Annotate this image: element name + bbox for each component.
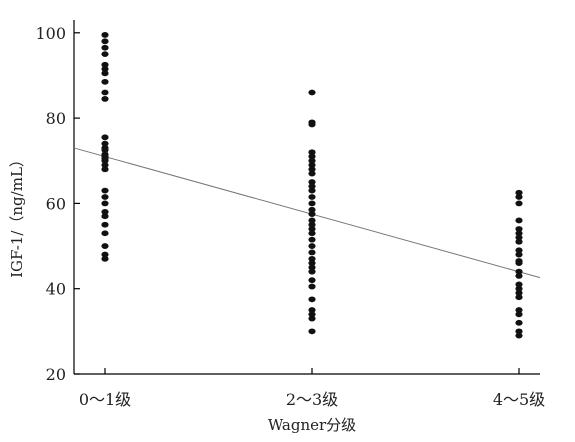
data-point bbox=[101, 78, 109, 85]
y-tick-label: 80 bbox=[46, 109, 66, 128]
data-point bbox=[101, 187, 109, 194]
data-point bbox=[308, 162, 316, 168]
data-point bbox=[515, 294, 523, 301]
data-point bbox=[308, 217, 316, 224]
y-tick-label: 60 bbox=[46, 194, 66, 213]
data-point bbox=[515, 268, 523, 275]
data-point bbox=[515, 328, 523, 335]
data-point bbox=[515, 200, 523, 207]
data-point bbox=[101, 70, 109, 77]
data-point bbox=[101, 200, 109, 207]
data-point bbox=[308, 166, 316, 173]
data-point bbox=[515, 311, 523, 318]
data-point bbox=[308, 121, 316, 128]
data-point bbox=[101, 61, 109, 68]
data-point bbox=[308, 283, 316, 290]
data-point bbox=[101, 157, 109, 164]
x-tick-label: 2～3级 bbox=[286, 390, 338, 409]
data-point bbox=[308, 230, 316, 237]
data-point bbox=[515, 217, 523, 224]
data-point bbox=[515, 290, 523, 296]
data-point bbox=[308, 311, 316, 318]
data-point bbox=[101, 221, 109, 228]
data-point bbox=[101, 38, 109, 45]
trend-line bbox=[73, 147, 541, 279]
x-axis-title: Wagner分级 bbox=[268, 416, 356, 434]
data-point bbox=[308, 243, 316, 249]
data-point bbox=[515, 189, 523, 196]
data-point bbox=[515, 238, 523, 245]
data-point bbox=[308, 315, 316, 322]
data-point bbox=[515, 332, 523, 339]
x-ticks: 0～1级 2～3级 4～5级 bbox=[79, 368, 545, 409]
x-tick-label: 4～5级 bbox=[493, 390, 545, 409]
data-point bbox=[101, 243, 109, 249]
data-point bbox=[308, 255, 316, 262]
x-tick-label: 0～1级 bbox=[79, 390, 131, 409]
data-point bbox=[101, 147, 109, 153]
y-tick-label: 100 bbox=[35, 24, 66, 43]
data-point bbox=[101, 162, 109, 168]
data-point bbox=[101, 213, 109, 220]
data-point bbox=[515, 273, 523, 279]
data-point bbox=[308, 296, 316, 303]
data-point bbox=[308, 157, 316, 164]
data-point bbox=[308, 194, 316, 200]
data-point bbox=[515, 226, 523, 232]
data-point bbox=[101, 230, 109, 237]
data-point bbox=[101, 194, 109, 200]
y-tick-label: 40 bbox=[46, 280, 66, 299]
y-tick-label: 20 bbox=[46, 365, 66, 384]
data-point bbox=[515, 234, 523, 241]
data-point bbox=[515, 307, 523, 313]
data-point bbox=[101, 66, 109, 72]
data-point bbox=[308, 200, 316, 207]
data-point bbox=[515, 247, 523, 254]
data-point bbox=[101, 32, 109, 38]
data-point bbox=[515, 319, 523, 326]
data-point bbox=[515, 281, 523, 288]
data-point bbox=[308, 268, 316, 275]
data-point bbox=[101, 209, 109, 215]
data-point bbox=[515, 194, 523, 200]
data-point bbox=[308, 149, 316, 156]
data-point bbox=[515, 230, 523, 237]
data-point bbox=[101, 134, 109, 141]
data-point bbox=[308, 236, 316, 243]
data-point bbox=[308, 206, 316, 213]
data-point bbox=[308, 183, 316, 190]
data-point bbox=[101, 166, 109, 173]
data-point bbox=[308, 264, 316, 271]
data-point bbox=[101, 44, 109, 51]
data-point bbox=[308, 328, 316, 335]
data-point bbox=[515, 260, 523, 267]
data-point bbox=[515, 285, 523, 292]
data-point bbox=[308, 221, 316, 228]
data-point bbox=[515, 251, 523, 258]
data-point bbox=[308, 153, 316, 160]
data-point bbox=[101, 89, 109, 96]
data-point bbox=[101, 96, 109, 102]
data-point bbox=[308, 277, 316, 284]
data-point bbox=[308, 307, 316, 313]
data-point bbox=[101, 251, 109, 258]
data-point bbox=[101, 51, 109, 58]
data-point bbox=[101, 140, 109, 147]
data-point bbox=[308, 187, 316, 194]
data-point bbox=[308, 179, 316, 185]
data-point bbox=[101, 255, 109, 262]
data-point bbox=[308, 226, 316, 232]
data-point bbox=[308, 89, 316, 96]
data-point bbox=[308, 260, 316, 267]
data-point bbox=[308, 170, 316, 177]
data-points bbox=[101, 32, 523, 339]
axes bbox=[73, 20, 540, 375]
data-point bbox=[308, 249, 316, 256]
data-point bbox=[308, 211, 316, 217]
y-axis-title: IGF-1/（ng/mL） bbox=[8, 152, 26, 278]
y-ticks: 20 40 60 80 100 bbox=[35, 24, 80, 384]
